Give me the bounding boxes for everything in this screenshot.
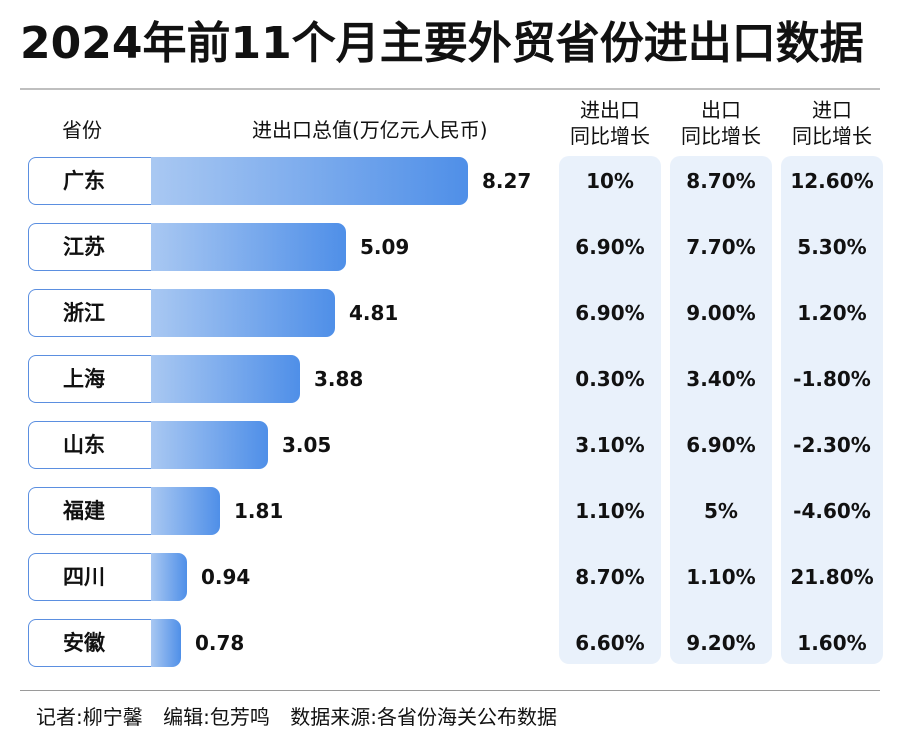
footer-source: 数据来源:各省份海关公布数据: [290, 705, 557, 729]
import-growth-cell: 12.60%: [790, 169, 874, 193]
export-growth-cell: 6.90%: [686, 433, 756, 457]
export-growth-cell: 9.20%: [686, 631, 756, 655]
import-growth-cell: 21.80%: [790, 565, 874, 589]
header-total: 进出口总值(万亿元人民币): [252, 118, 488, 142]
header-total-growth: 进出口 同比增长: [559, 97, 661, 149]
bar-value-label: 4.81: [349, 301, 399, 325]
bar-value-label: 3.05: [282, 433, 332, 457]
chart-row: 浙江 4.81 6.90% 9.00% 1.20%: [0, 289, 900, 339]
bar-value-label: 0.78: [195, 631, 245, 655]
bar-value-label: 3.88: [314, 367, 364, 391]
chart-row: 江苏 5.09 6.90% 7.70% 5.30%: [0, 223, 900, 273]
header-export-growth-line2: 同比增长: [681, 124, 761, 148]
export-growth-cell: 5%: [704, 499, 738, 523]
export-growth-cell: 7.70%: [686, 235, 756, 259]
chart-row: 福建 1.81 1.10% 5% -4.60%: [0, 487, 900, 537]
bar-value-label: 5.09: [360, 235, 410, 259]
header-export-growth: 出口 同比增长: [670, 97, 772, 149]
export-growth-cell: 8.70%: [686, 169, 756, 193]
column-bg-total-growth: [559, 156, 661, 664]
bar: [151, 421, 268, 469]
chart-title: 2024年前11个月主要外贸省份进出口数据: [20, 18, 864, 69]
export-growth-cell: 1.10%: [686, 565, 756, 589]
bar: [151, 619, 181, 667]
province-label: 浙江: [28, 289, 152, 337]
header-total-growth-line2: 同比增长: [570, 124, 650, 148]
footer-reporter: 记者:柳宁馨: [36, 705, 143, 729]
footer: 记者:柳宁馨 编辑:包芳鸣 数据来源:各省份海关公布数据: [36, 703, 571, 731]
province-label: 江苏: [28, 223, 152, 271]
title-divider: [20, 88, 880, 90]
bar: [151, 157, 468, 205]
province-label: 四川: [28, 553, 152, 601]
bar: [151, 223, 346, 271]
column-bg-import-growth: [781, 156, 883, 664]
total-growth-cell: 8.70%: [575, 565, 645, 589]
province-label: 广东: [28, 157, 152, 205]
total-growth-cell: 3.10%: [575, 433, 645, 457]
footer-divider: [20, 690, 880, 691]
bar: [151, 487, 220, 535]
total-growth-cell: 10%: [586, 169, 634, 193]
import-growth-cell: -2.30%: [793, 433, 871, 457]
import-growth-cell: -1.80%: [793, 367, 871, 391]
province-label: 福建: [28, 487, 152, 535]
total-growth-cell: 1.10%: [575, 499, 645, 523]
footer-editor: 编辑:包芳鸣: [163, 705, 270, 729]
header-export-growth-line1: 出口: [701, 98, 741, 122]
total-growth-cell: 6.90%: [575, 301, 645, 325]
header-total-growth-line1: 进出口: [580, 98, 640, 122]
import-growth-cell: 1.60%: [797, 631, 867, 655]
bar-value-label: 0.94: [201, 565, 251, 589]
header-import-growth-line2: 同比增长: [792, 124, 872, 148]
bar-value-label: 1.81: [234, 499, 284, 523]
column-bg-export-growth: [670, 156, 772, 664]
header-import-growth-line1: 进口: [812, 98, 852, 122]
total-growth-cell: 6.90%: [575, 235, 645, 259]
province-label: 山东: [28, 421, 152, 469]
header-import-growth: 进口 同比增长: [781, 97, 883, 149]
province-label: 安徽: [28, 619, 152, 667]
chart-row: 上海 3.88 0.30% 3.40% -1.80%: [0, 355, 900, 405]
total-growth-cell: 0.30%: [575, 367, 645, 391]
chart-row: 山东 3.05 3.10% 6.90% -2.30%: [0, 421, 900, 471]
total-growth-cell: 6.60%: [575, 631, 645, 655]
export-growth-cell: 3.40%: [686, 367, 756, 391]
header-province: 省份: [62, 118, 102, 142]
import-growth-cell: -4.60%: [793, 499, 871, 523]
export-growth-cell: 9.00%: [686, 301, 756, 325]
bar: [151, 553, 187, 601]
bar: [151, 355, 300, 403]
chart-row: 安徽 0.78 6.60% 9.20% 1.60%: [0, 619, 900, 669]
bar: [151, 289, 335, 337]
import-growth-cell: 5.30%: [797, 235, 867, 259]
import-growth-cell: 1.20%: [797, 301, 867, 325]
chart-row: 四川 0.94 8.70% 1.10% 21.80%: [0, 553, 900, 603]
province-label: 上海: [28, 355, 152, 403]
chart-row: 广东 8.27 10% 8.70% 12.60%: [0, 157, 900, 207]
bar-value-label: 8.27: [482, 169, 532, 193]
